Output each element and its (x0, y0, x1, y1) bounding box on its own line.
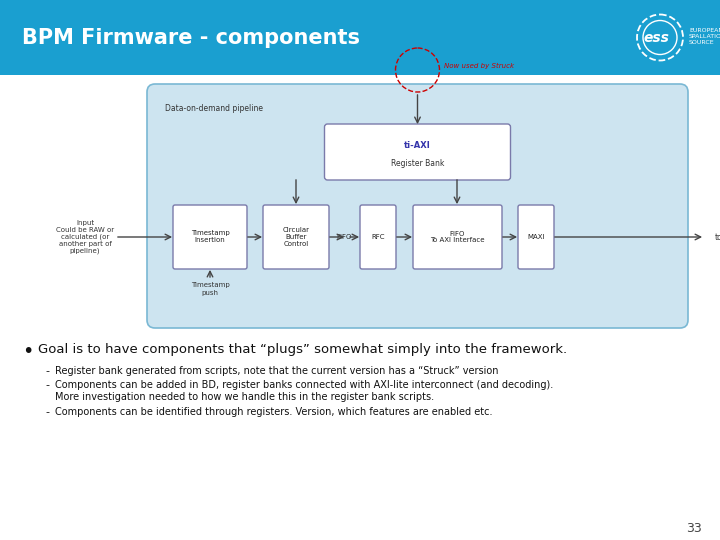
Text: -: - (45, 380, 49, 390)
Text: MAXI: MAXI (527, 234, 545, 240)
FancyBboxPatch shape (173, 205, 247, 269)
FancyBboxPatch shape (360, 205, 396, 269)
Text: -: - (45, 366, 49, 376)
Text: SPALLATION: SPALLATION (689, 34, 720, 39)
FancyBboxPatch shape (147, 84, 688, 328)
Text: Register bank generated from scripts, note that the current version has a “Struc: Register bank generated from scripts, no… (55, 366, 498, 376)
Bar (0, 0, 720, 75)
Text: Timestamp
Insertion: Timestamp Insertion (191, 231, 230, 244)
Text: -: - (45, 407, 49, 417)
Text: Input
Could be RAW or
calculated (or
another part of
pipeline): Input Could be RAW or calculated (or ano… (56, 219, 114, 254)
FancyBboxPatch shape (518, 205, 554, 269)
Text: Components can be identified through registers. Version, which features are enab: Components can be identified through reg… (55, 407, 492, 417)
Text: FIFO: FIFO (336, 234, 351, 240)
Text: Timestamp
push: Timestamp push (191, 282, 230, 295)
Text: 33: 33 (686, 522, 702, 535)
FancyBboxPatch shape (413, 205, 502, 269)
FancyBboxPatch shape (263, 205, 329, 269)
Text: BPM Firmware - components: BPM Firmware - components (22, 28, 360, 48)
Text: AXI
towards
DDR: AXI towards DDR (715, 222, 720, 252)
Text: ess: ess (643, 30, 669, 44)
Text: Data-on-demand pipeline: Data-on-demand pipeline (165, 104, 263, 113)
Text: Register Bank: Register Bank (391, 159, 444, 167)
FancyBboxPatch shape (325, 124, 510, 180)
Text: •: • (22, 342, 33, 361)
Text: Circular
Buffer
Control: Circular Buffer Control (282, 227, 310, 247)
Text: Components can be added in BD, register banks connected with AXI-lite interconne: Components can be added in BD, register … (55, 380, 553, 402)
Text: SOURCE: SOURCE (689, 40, 715, 45)
Text: Goal is to have components that “plugs” somewhat simply into the framework.: Goal is to have components that “plugs” … (38, 343, 567, 356)
Text: Now used by Struck: Now used by Struck (444, 63, 515, 69)
Text: ti-AXI: ti-AXI (404, 141, 431, 151)
Text: RFC: RFC (372, 234, 384, 240)
Text: FIFO
To AXI Interface: FIFO To AXI Interface (431, 231, 485, 244)
Text: EUROPEAN: EUROPEAN (689, 28, 720, 33)
